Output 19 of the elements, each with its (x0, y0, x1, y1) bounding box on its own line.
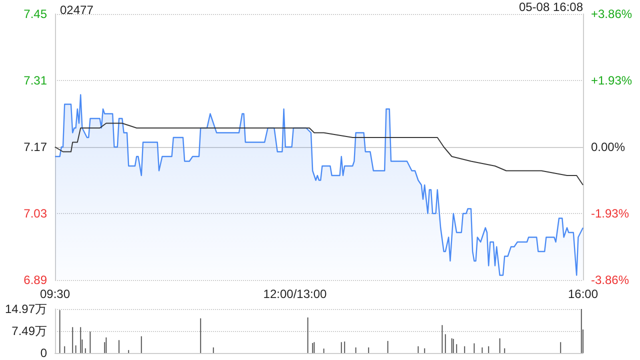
y2-tick-label: -3.86% (591, 273, 630, 287)
x-tick-label: 09:30 (40, 287, 70, 301)
x-tick-label: 12:00/13:00 (263, 287, 328, 301)
y2-tick-label: -1.93% (591, 206, 630, 220)
chart-title: 02477 (60, 3, 94, 17)
y2-tick-label: 0.00% (591, 140, 626, 154)
line-series (54, 122, 584, 186)
y2-tick-label: +1.93% (591, 74, 632, 88)
y-tick-label: 7.45 (24, 7, 48, 21)
y-tick-label: 7.31 (24, 74, 48, 88)
y-tick-label: 6.89 (24, 273, 48, 287)
y-tick-label: 7.49万 (12, 324, 47, 338)
y-tick-label: 7.03 (24, 206, 48, 220)
y-tick-label: 14.97万 (4, 302, 47, 316)
y-tick-label: 7.17 (24, 140, 48, 154)
x-tick-label: 16:00 (568, 287, 598, 301)
y-tick-label: 0 (40, 346, 48, 360)
y2-tick-label: +3.86% (591, 7, 632, 21)
text: 05-08 16:08 (518, 0, 584, 14)
